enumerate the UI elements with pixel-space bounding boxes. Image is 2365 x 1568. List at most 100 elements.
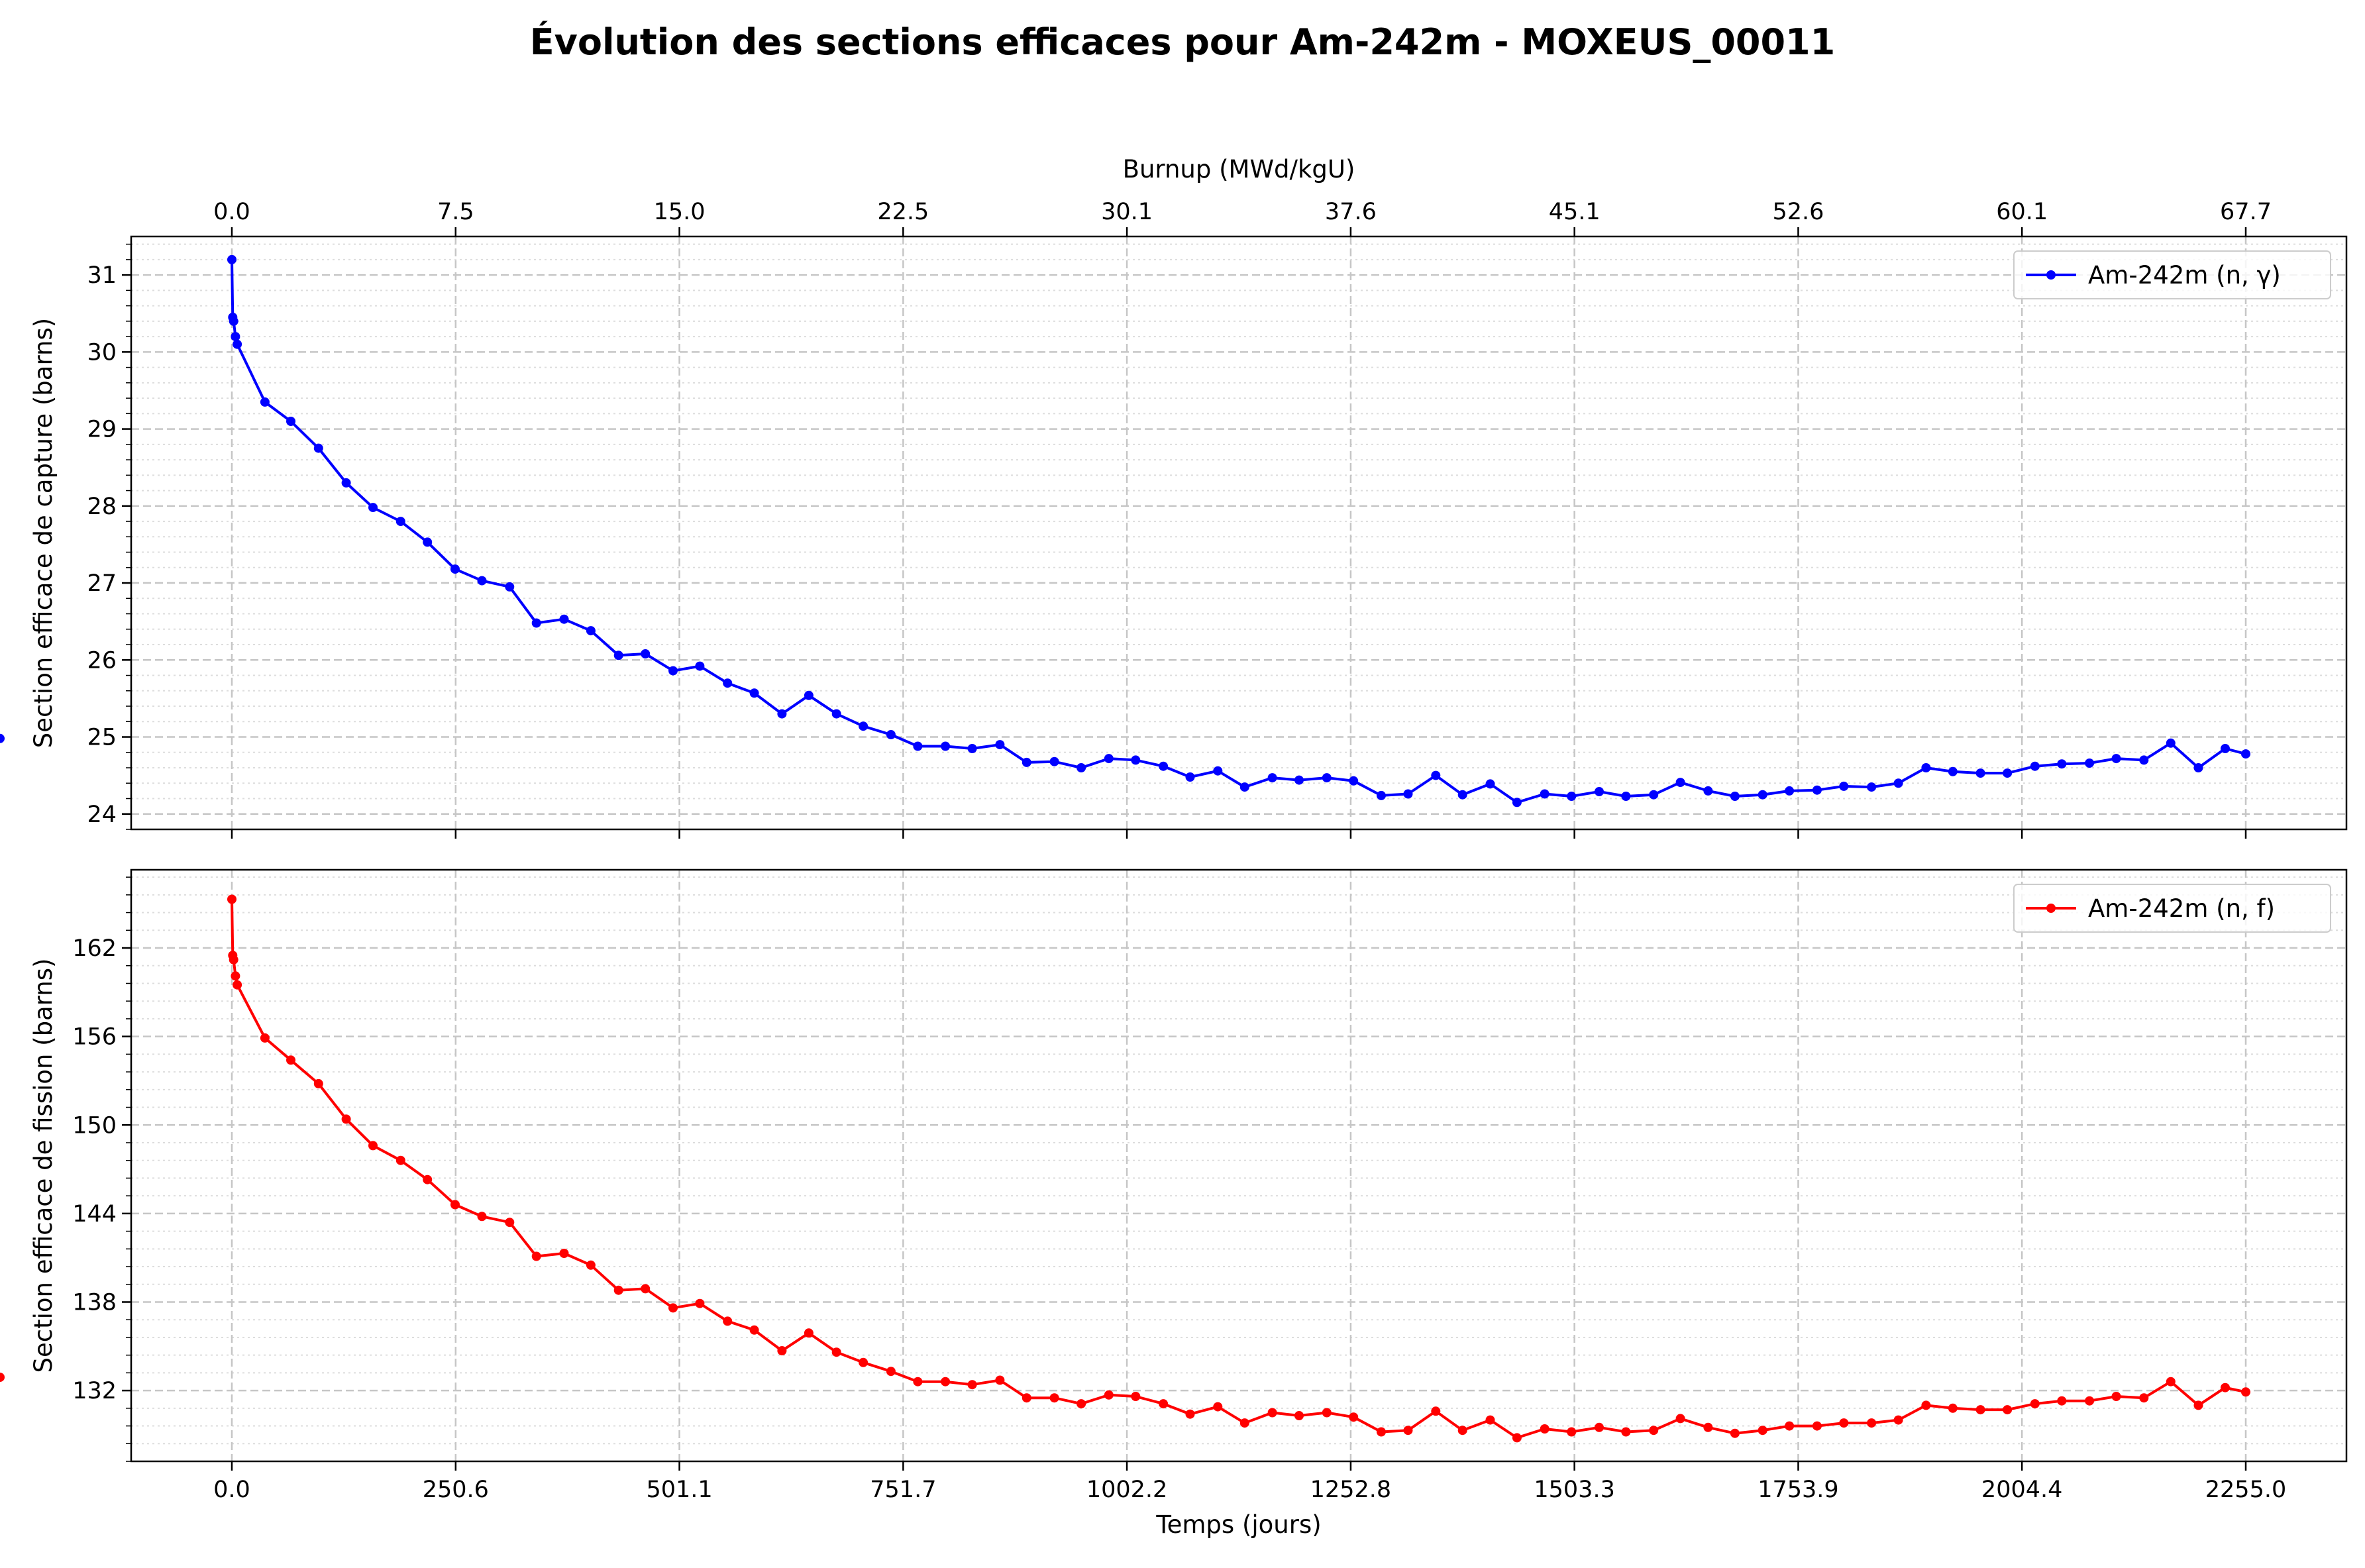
data-point (586, 626, 596, 636)
data-point (1595, 1422, 1604, 1432)
data-point (777, 709, 787, 719)
data-point (831, 1347, 841, 1357)
data-point (641, 649, 651, 658)
y-tick-label: 144 (72, 1201, 117, 1228)
data-point (1595, 787, 1604, 796)
y-tick-label: 24 (87, 802, 117, 828)
y-tick-label: 156 (72, 1024, 117, 1051)
data-point (1131, 755, 1141, 765)
data-point (395, 1155, 405, 1165)
data-point (229, 316, 238, 326)
y-tick-label: 132 (72, 1378, 117, 1404)
data-point (967, 744, 977, 753)
data-point (286, 1055, 295, 1065)
top-x-tick-label: 37.6 (1325, 199, 1377, 225)
top-x-tick-label: 67.7 (2220, 199, 2272, 225)
data-point (1893, 1415, 1903, 1425)
x-tick-label: 1252.8 (1310, 1477, 1391, 1503)
data-point (368, 503, 378, 513)
data-point (2003, 768, 2013, 778)
data-point (1812, 1421, 1822, 1431)
y-tick-label: 29 (87, 417, 117, 443)
data-point (233, 339, 242, 349)
data-point (967, 1380, 977, 1390)
data-point (531, 618, 541, 628)
data-point (450, 1200, 460, 1210)
data-point (941, 1377, 951, 1386)
data-point (231, 332, 240, 342)
data-point (1703, 1422, 1713, 1432)
data-point (531, 1251, 541, 1261)
top-x-tick-label: 0.0 (213, 199, 250, 225)
data-point (1431, 770, 1441, 780)
data-point (1567, 1427, 1577, 1437)
data-point (260, 397, 270, 407)
data-point (1213, 1402, 1223, 1412)
x-tick-label: 1753.9 (1758, 1477, 1838, 1503)
top-x-tick-label: 7.5 (437, 199, 474, 225)
data-point (1485, 779, 1495, 789)
capture-axes-frame (130, 235, 2348, 831)
data-point (477, 1212, 487, 1222)
data-point (2193, 1400, 2203, 1410)
data-point (1867, 782, 1877, 792)
data-point (1294, 775, 1304, 785)
fission-grid (131, 870, 2346, 1462)
data-point (450, 564, 460, 574)
data-point (1267, 773, 1277, 783)
x-tick-label: 1503.3 (1534, 1477, 1614, 1503)
data-point (423, 537, 433, 547)
data-point (1512, 798, 1522, 808)
data-point (341, 478, 351, 488)
data-point (2030, 761, 2040, 771)
data-point (2111, 1392, 2121, 1401)
data-point (2111, 754, 2121, 764)
data-point (1403, 789, 1413, 799)
data-point (695, 661, 705, 671)
data-point (1077, 763, 1086, 772)
data-point (2085, 1396, 2095, 1406)
fission-legend-label: Am-242m (n, f) (2088, 894, 2275, 923)
data-point (586, 1260, 596, 1270)
data-point (723, 678, 733, 688)
data-point (749, 1325, 759, 1335)
data-point (886, 1367, 896, 1377)
y-tick-label: 150 (72, 1112, 117, 1139)
data-point (2221, 744, 2230, 753)
fission-x-ticks: 0.0 250.6 501.1 751.7 1002.2 1252.8 1503.3 1753… (213, 1461, 2286, 1503)
data-point (368, 1141, 378, 1151)
data-point (1049, 1393, 1059, 1403)
data-point (1975, 768, 1985, 778)
capture-legend: Am-242m (n, γ) (2013, 250, 2331, 299)
capture-legend-marker (2046, 270, 2056, 280)
data-point (1294, 1411, 1304, 1420)
data-point (2003, 1405, 2013, 1415)
capture-y-ticks: 24 25 26 27 28 29 30 31 (87, 243, 131, 830)
fission-line (231, 899, 2246, 1439)
data-point (1812, 785, 1822, 795)
data-point (2030, 1399, 2040, 1409)
capture-y-axis-label: Section efficace de capture (barns) (29, 318, 58, 748)
data-point (395, 517, 405, 527)
top-x-tick-label: 30.1 (1101, 199, 1153, 225)
data-point (1213, 766, 1223, 776)
data-point (995, 740, 1005, 750)
data-point (1785, 1421, 1795, 1431)
data-point (1730, 792, 1740, 801)
data-point (941, 741, 951, 751)
fission-y-axis-label: Section efficace de fission (barns) (29, 959, 58, 1373)
y-tick-label: 30 (87, 339, 117, 366)
data-point (695, 1298, 705, 1308)
data-point (1675, 778, 1685, 788)
chart-title: Évolution des sections efficaces pour Am… (530, 21, 1835, 63)
data-point (995, 1375, 1005, 1385)
data-point (1730, 1428, 1740, 1438)
data-point (260, 1033, 270, 1043)
data-point (1893, 778, 1903, 788)
data-point (1104, 754, 1114, 764)
data-point (1185, 772, 1195, 782)
x-tick-label: 0.0 (213, 1477, 250, 1503)
capture-x-ticks (231, 829, 2247, 839)
capture-top-x-ticks: 0.0 7.5 15.0 22.5 30.1 37.6 45.1 52.6 60.1 67.7 (213, 199, 2272, 236)
